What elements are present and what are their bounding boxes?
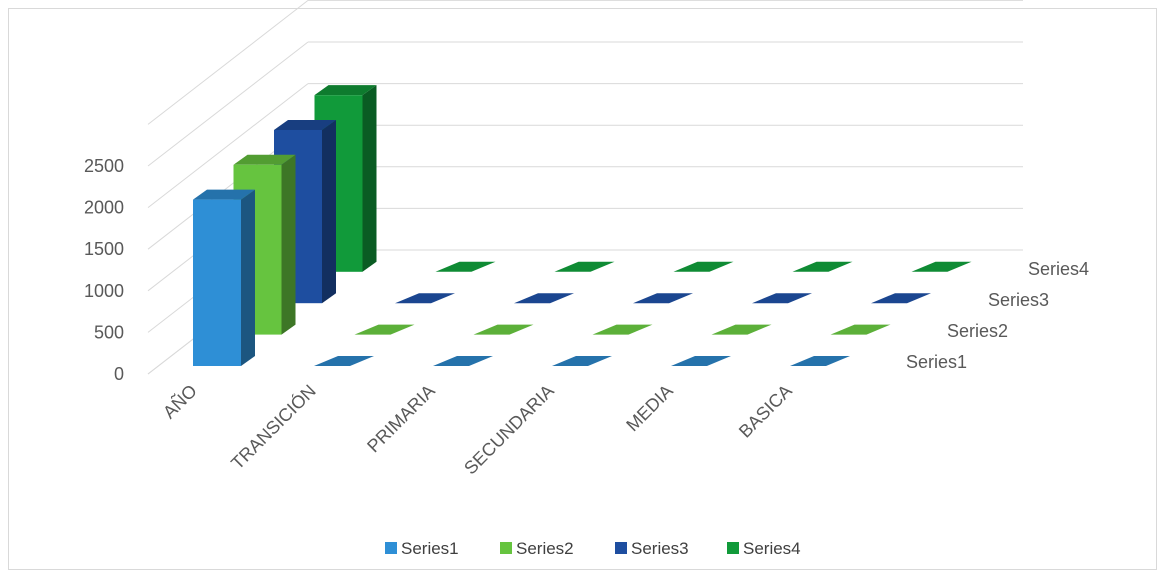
y-tick-label: 500: [94, 322, 124, 342]
category-label: BASICA: [735, 381, 796, 442]
bar-top: [314, 85, 377, 96]
category-label: TRANSICIÓN: [226, 380, 319, 473]
y-tick-label: 0: [114, 364, 124, 384]
legend-item: Series4: [727, 539, 801, 558]
bar: [752, 293, 812, 304]
legend-swatch: [615, 542, 627, 554]
bar-top: [274, 119, 336, 130]
legend-swatch: [727, 542, 739, 554]
series-depth-label: Series2: [947, 321, 1008, 341]
legend-label: Series4: [743, 539, 801, 558]
bar: [552, 356, 612, 366]
bar-slab: [554, 261, 615, 272]
bar-slab: [792, 261, 853, 272]
category-label: PRIMARIA: [363, 381, 439, 457]
bar-front: [193, 199, 241, 366]
legend: Series1 Series2 Series3 Series4: [385, 539, 801, 558]
legend-item: Series2: [500, 539, 574, 558]
bar-slab: [314, 356, 374, 366]
bar-top: [193, 189, 255, 200]
bar: [395, 293, 455, 304]
series-depth-labels: Series1 Series2 Series3 Series4: [906, 259, 1089, 372]
bar: [473, 324, 534, 335]
bar: [592, 324, 653, 335]
bar-slab: [354, 324, 415, 335]
legend-swatch: [385, 542, 397, 554]
legend-item: Series1: [385, 539, 459, 558]
legend-label: Series2: [516, 539, 574, 558]
series-depth-label: Series4: [1028, 259, 1089, 279]
y-axis-ticks: 0 500 1000 1500 2000 2500: [84, 156, 124, 384]
legend-label: Series1: [401, 539, 459, 558]
bar-slab: [395, 293, 455, 304]
bar-slab: [752, 293, 812, 304]
bar: [514, 293, 574, 304]
bar-slab: [790, 356, 850, 366]
bar-slab: [433, 356, 493, 366]
category-labels: AÑO TRANSICIÓN PRIMARIA SECUNDARIA MEDIA BASI…: [158, 380, 795, 478]
bar-slab: [552, 356, 612, 366]
bar-slab: [592, 324, 653, 335]
bar: [193, 189, 255, 366]
bar-side: [322, 119, 336, 304]
category-label: MEDIA: [622, 381, 676, 435]
bar: [871, 293, 931, 304]
bar: [790, 356, 850, 366]
bar: [792, 261, 853, 272]
bar-side: [281, 154, 296, 335]
bar-slab: [514, 293, 574, 304]
bar: [911, 261, 972, 272]
bar: [671, 356, 731, 366]
bar-top: [233, 154, 296, 165]
bar: [354, 324, 415, 335]
bar-slab: [830, 324, 891, 335]
y-tick-label: 2000: [84, 198, 124, 218]
legend-swatch: [500, 542, 512, 554]
bar: [711, 324, 772, 335]
bar: [673, 261, 734, 272]
bar-slab: [473, 324, 534, 335]
bar-slab: [673, 261, 734, 272]
bar: [435, 261, 496, 272]
bar-slab: [711, 324, 772, 335]
side-gridline: [147, 83, 309, 208]
bar: [433, 356, 493, 366]
y-tick-label: 1000: [84, 281, 124, 301]
y-tick-label: 1500: [84, 239, 124, 259]
legend-item: Series3: [615, 539, 689, 558]
bar-side: [362, 85, 377, 272]
bar: [554, 261, 615, 272]
bar-slab: [871, 293, 931, 304]
bar-slab: [633, 293, 693, 304]
series-depth-label: Series3: [988, 290, 1049, 310]
series-depth-label: Series1: [906, 352, 967, 372]
bar: [314, 356, 374, 366]
side-gridline: [147, 41, 309, 167]
bars: [193, 85, 972, 366]
category-label: SECUNDARIA: [460, 381, 558, 479]
y-tick-label: 2500: [84, 156, 124, 176]
bar: [633, 293, 693, 304]
bar-slab: [671, 356, 731, 366]
legend-label: Series3: [631, 539, 689, 558]
bar-side: [241, 189, 255, 366]
bar: [233, 154, 296, 335]
side-gridline: [147, 0, 309, 125]
bar: [830, 324, 891, 335]
bar-slab: [435, 261, 496, 272]
category-label: AÑO: [158, 380, 200, 422]
bar-slab: [911, 261, 972, 272]
